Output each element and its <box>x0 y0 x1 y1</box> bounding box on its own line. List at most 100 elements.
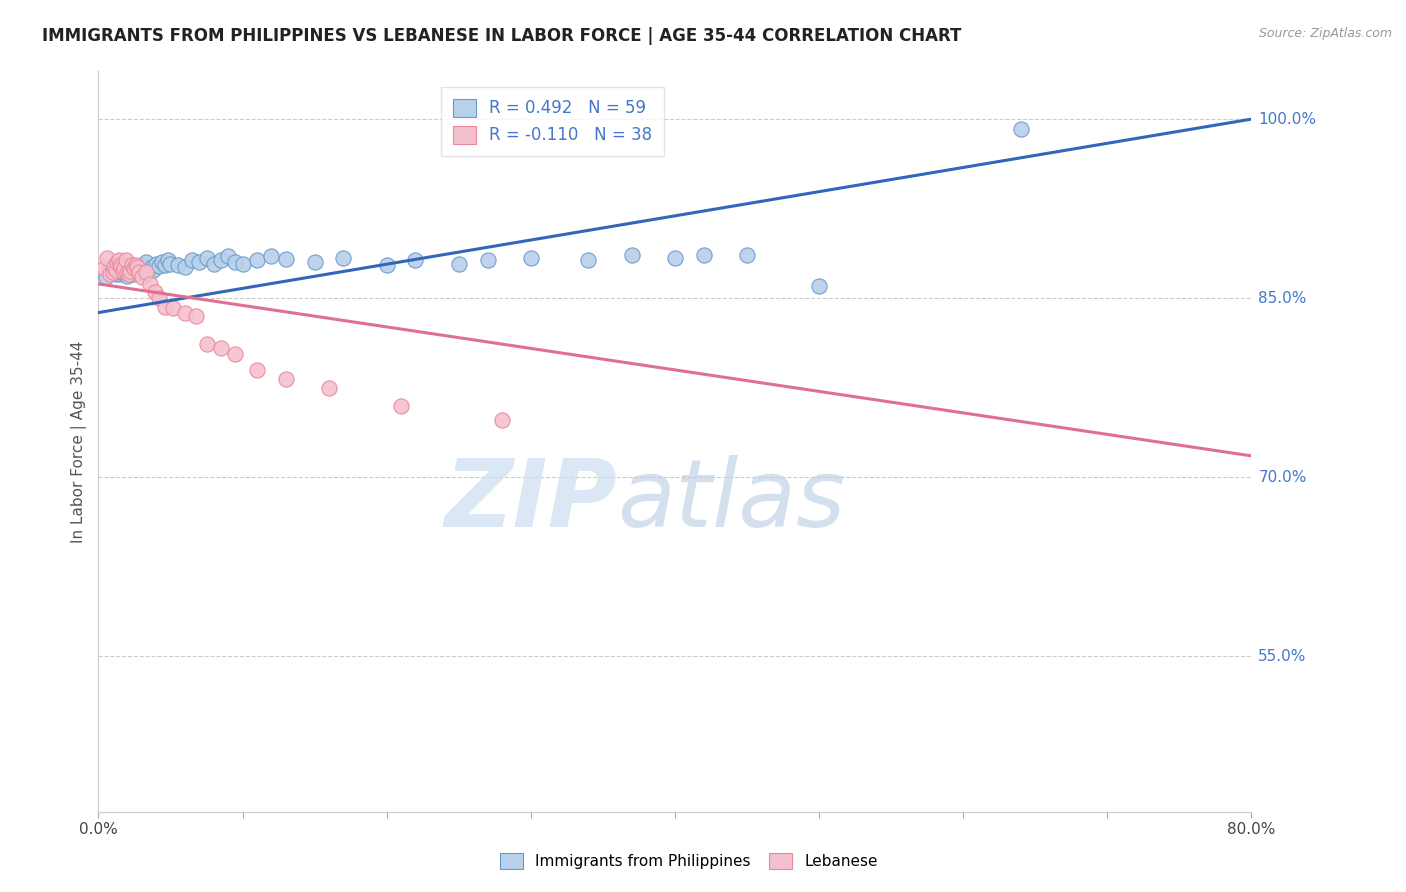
Point <box>117 266 138 280</box>
Text: 85.0%: 85.0% <box>1258 291 1306 306</box>
Point <box>405 253 427 268</box>
Point <box>101 265 124 279</box>
Point <box>166 258 188 272</box>
Text: ZIP: ZIP <box>444 455 617 547</box>
Point <box>96 251 118 265</box>
Point <box>246 363 269 377</box>
Point <box>195 251 218 265</box>
Point <box>159 257 181 271</box>
Point <box>447 257 470 271</box>
Point <box>735 248 758 262</box>
Point <box>114 258 136 272</box>
Legend: Immigrants from Philippines, Lebanese: Immigrants from Philippines, Lebanese <box>494 847 884 875</box>
Text: Source: ZipAtlas.com: Source: ZipAtlas.com <box>1258 27 1392 40</box>
Point <box>389 399 412 413</box>
Point <box>578 253 600 268</box>
Point <box>153 300 176 314</box>
Point <box>217 249 239 264</box>
Point <box>128 265 150 279</box>
Point <box>105 255 128 269</box>
Point <box>138 265 160 279</box>
Point <box>135 255 157 269</box>
Point <box>125 258 148 272</box>
Point <box>150 255 173 269</box>
Text: 55.0%: 55.0% <box>1258 649 1306 664</box>
Point <box>118 265 141 279</box>
Point <box>135 265 157 279</box>
Point <box>260 249 283 264</box>
Text: 70.0%: 70.0% <box>1258 470 1306 485</box>
Point <box>114 253 136 268</box>
Point <box>145 257 167 271</box>
Point <box>148 291 170 305</box>
Point <box>224 255 246 269</box>
Point <box>118 268 141 282</box>
Point <box>111 266 134 280</box>
Point <box>121 262 143 277</box>
Point <box>122 260 145 275</box>
Point <box>195 336 218 351</box>
Point <box>104 268 127 282</box>
Point <box>94 269 117 284</box>
Point <box>112 261 135 276</box>
Point <box>98 268 121 282</box>
Point <box>103 260 125 275</box>
Point <box>124 268 146 282</box>
Point <box>127 261 149 276</box>
Point <box>127 260 149 275</box>
Point <box>124 261 146 276</box>
Point <box>174 305 197 319</box>
Point <box>491 413 513 427</box>
Point <box>807 279 830 293</box>
Point <box>111 264 134 278</box>
Point <box>139 277 162 291</box>
Point <box>186 309 208 323</box>
Y-axis label: In Labor Force | Age 35-44: In Labor Force | Age 35-44 <box>72 341 87 542</box>
Point <box>108 268 131 282</box>
Point <box>110 260 132 275</box>
Point <box>108 258 131 272</box>
Point <box>274 372 297 386</box>
Point <box>202 257 225 271</box>
Point <box>274 252 297 266</box>
Point <box>224 347 246 361</box>
Point <box>181 253 204 268</box>
Text: atlas: atlas <box>617 455 845 546</box>
Point <box>101 265 124 279</box>
Point <box>98 261 121 276</box>
Point <box>162 301 184 315</box>
Point <box>375 258 398 272</box>
Point <box>117 268 138 283</box>
Point <box>107 253 129 268</box>
Point <box>120 264 142 278</box>
Point <box>93 261 115 276</box>
Point <box>231 257 254 271</box>
Point <box>304 255 326 269</box>
Point <box>156 253 179 268</box>
Point <box>148 259 170 273</box>
Point <box>104 262 127 277</box>
Point <box>520 251 543 265</box>
Point <box>131 258 153 272</box>
Point <box>246 253 269 268</box>
Point <box>620 248 643 262</box>
Point <box>209 342 232 356</box>
Point <box>142 262 165 277</box>
Text: 100.0%: 100.0% <box>1258 112 1316 127</box>
Point <box>105 264 128 278</box>
Point <box>332 251 354 265</box>
Point <box>209 253 232 268</box>
Point <box>693 248 716 262</box>
Point <box>174 260 197 275</box>
Point <box>477 253 499 268</box>
Point <box>143 285 166 300</box>
Point <box>120 266 142 280</box>
Point <box>125 264 148 278</box>
Point <box>128 265 150 279</box>
Point <box>112 260 135 275</box>
Point <box>121 258 143 272</box>
Text: IMMIGRANTS FROM PHILIPPINES VS LEBANESE IN LABOR FORCE | AGE 35-44 CORRELATION C: IMMIGRANTS FROM PHILIPPINES VS LEBANESE … <box>42 27 962 45</box>
Point <box>664 251 686 265</box>
Point <box>141 260 163 275</box>
Legend: R = 0.492   N = 59, R = -0.110   N = 38: R = 0.492 N = 59, R = -0.110 N = 38 <box>441 87 664 156</box>
